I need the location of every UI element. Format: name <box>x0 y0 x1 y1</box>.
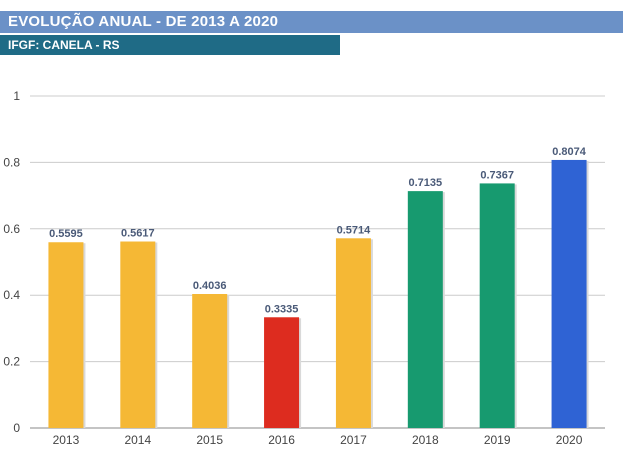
y-axis: 0 0.2 0.4 0.6 0.8 1 <box>3 89 20 435</box>
bar-2018 <box>407 191 443 428</box>
data-labels: 0.5595 0.5617 0.4036 0.3335 0.5714 0.7135 0.73… <box>49 146 587 315</box>
chart-title: EVOLUÇÃO ANUAL - DE 2013 A 2020 <box>0 11 623 33</box>
x-tick-label: 2014 <box>124 433 151 447</box>
data-label: 0.7135 <box>408 177 442 189</box>
bar-2019 <box>479 183 515 428</box>
data-label: 0.5595 <box>49 228 83 240</box>
bar-2016 <box>264 317 300 428</box>
data-label: 0.3335 <box>265 303 299 315</box>
y-tick-label: 0.6 <box>3 222 20 236</box>
data-label: 0.7367 <box>480 169 514 181</box>
x-tick-label: 2018 <box>412 433 439 447</box>
data-label: 0.5714 <box>337 224 372 236</box>
chart-subtitle: IFGF: CANELA - RS <box>0 35 340 55</box>
y-tick-label: 0.2 <box>3 355 20 369</box>
y-tick-label: 1 <box>13 89 20 103</box>
x-tick-label: 2020 <box>556 433 583 447</box>
y-tick-label: 0.4 <box>3 288 20 302</box>
x-tick-label: 2019 <box>484 433 511 447</box>
bar-2013 <box>48 242 84 428</box>
bar-2020 <box>551 159 587 428</box>
x-tick-label: 2017 <box>340 433 367 447</box>
grid-lines <box>30 95 605 429</box>
bar-2014 <box>120 241 156 428</box>
bar-2017 <box>335 238 371 428</box>
bars <box>48 159 589 428</box>
data-label: 0.5617 <box>121 228 155 240</box>
x-axis: 2013 2014 2015 2016 2017 2018 2019 2020 <box>53 433 583 447</box>
x-tick-label: 2013 <box>53 433 80 447</box>
y-tick-label: 0 <box>13 421 20 435</box>
bar-2015 <box>192 294 228 428</box>
x-tick-label: 2015 <box>196 433 223 447</box>
y-tick-label: 0.8 <box>3 155 20 169</box>
data-label: 0.8074 <box>552 146 587 158</box>
data-label: 0.4036 <box>193 280 227 292</box>
x-tick-label: 2016 <box>268 433 295 447</box>
